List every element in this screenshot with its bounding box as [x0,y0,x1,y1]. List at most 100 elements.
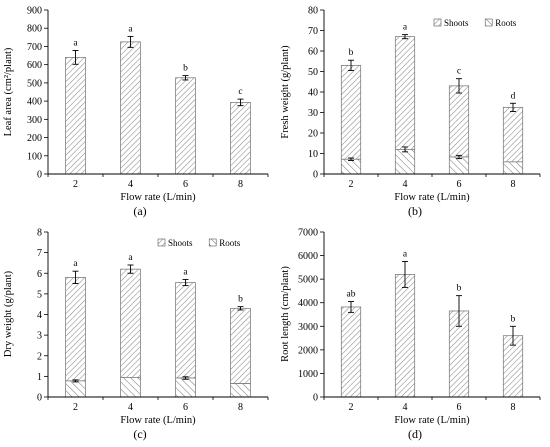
x-tick-label-d-1: 4 [403,402,408,413]
y-tick-label-b-6: 60 [308,47,318,58]
significance-letter-d-3: b [511,314,516,324]
panel-label-c: (c) [133,427,146,441]
y-tick-label-c-5: 5 [37,289,42,300]
x-tick-label-a-1: 4 [128,179,133,190]
y-tick-label-d-6: 6000 [298,251,318,262]
significance-letter-b-1: a [403,23,408,33]
y-tick-label-d-5: 5000 [298,275,318,286]
error-bar-shoots-b-0 [348,59,354,71]
y-tick-label-b-4: 40 [308,88,318,99]
y-tick-label-d-7: 7000 [298,228,318,239]
significance-letter-a-0: a [73,38,78,48]
bar-a-3 [230,102,251,175]
panel-a: 0 100 200 300 400 500 600 700 800 900 a a b c 2 4 6 8 Flow… [3,6,269,218]
y-tick-label-c-7: 7 [37,248,42,259]
x-tick-label-c-2: 6 [183,402,188,413]
error-bar-roots-b-2 [456,154,462,160]
x-tick-label-c-1: 4 [128,402,133,413]
significance-letter-c-2: a [183,267,188,277]
y-tick-label-b-0: 0 [313,170,318,181]
y-tick-label-d-3: 3000 [298,322,318,333]
significance-letter-a-3: c [238,87,242,97]
error-bar-d-3 [510,325,516,346]
bar-roots-c-2 [175,377,196,398]
x-axis-label-b: Flow rate (L/min) [394,192,470,203]
y-tick-label-c-8: 8 [37,228,42,239]
x-axis-label-d: Flow rate (L/min) [394,415,470,426]
bar-a-2 [175,77,196,175]
bar-shoots-b-1 [394,36,416,150]
bar-roots-b-2 [448,156,470,175]
y-tick-label-b-2: 20 [308,129,318,140]
y-tick-label-c-0: 0 [37,393,42,404]
bar-a-1 [120,41,141,175]
y-tick-label-c-3: 3 [37,331,42,342]
bar-shoots-b-0 [340,64,362,160]
legend-label-b-1: Roots [495,18,517,28]
y-tick-label-b-1: 10 [308,149,318,160]
significance-letter-a-1: a [128,24,133,34]
error-bar-shoots-b-1 [402,34,408,40]
legend-label-c-0: Shoots [168,238,193,248]
x-tick-label-b-0: 2 [349,179,354,190]
bar-roots-c-0 [65,380,86,398]
error-bar-shoots-c-1 [127,264,134,274]
legend-swatch-b-0 [433,18,442,27]
y-tick-label-b-3: 30 [308,108,318,119]
significance-letter-b-3: d [511,91,516,101]
x-tick-label-b-3: 8 [511,179,516,190]
y-tick-label-a-8: 800 [27,24,42,35]
error-bar-a-1 [127,35,134,48]
y-tick-label-b-5: 50 [308,67,318,78]
error-bar-roots-c-0 [72,379,79,383]
x-tick-label-a-2: 6 [183,179,188,190]
x-tick-label-a-3: 8 [238,179,243,190]
significance-letter-a-2: b [183,64,188,74]
panel-c: 0 1 2 3 4 5 6 7 8 a a a b 2 4 6 8 Flow rate (L/min) Dry we… [3,228,269,441]
y-tick-label-d-2: 2000 [298,345,318,356]
y-tick-label-a-1: 100 [27,151,42,162]
error-bar-a-2 [182,75,189,81]
y-tick-label-a-6: 600 [27,60,42,71]
y-tick-label-a-2: 200 [27,133,42,144]
error-bar-d-2 [456,295,462,327]
y-axis-label-a: Leaf area (cm²/plant) [3,47,14,136]
x-axis-label-c: Flow rate (L/min) [120,415,196,426]
y-tick-label-b-8: 80 [308,6,318,17]
x-tick-label-b-2: 6 [457,179,462,190]
y-tick-label-d-1: 1000 [298,369,318,380]
y-axis-label-b: Fresh weight (g/plant) [280,45,291,139]
significance-letter-d-0: ab [347,290,356,300]
legend-label-b-0: Shoots [444,18,469,28]
error-bar-shoots-c-0 [72,270,79,285]
error-bar-roots-c-2 [182,376,189,380]
bar-d-0 [340,306,362,398]
x-axis-label-a: Flow rate (L/min) [120,192,196,203]
x-tick-label-a-0: 2 [73,179,78,190]
y-axis-label-d: Root length (cm/plant) [280,266,291,362]
error-bar-d-0 [348,301,354,313]
y-tick-label-b-7: 70 [308,26,318,37]
bar-shoots-c-0 [65,277,86,382]
x-tick-label-c-3: 8 [238,402,243,413]
error-bar-roots-b-1 [402,146,408,153]
panel-b: 0 10 20 30 40 50 60 70 80 b a c d 2 4 6 8 Flow rate (L/mi… [280,6,541,218]
bar-roots-b-3 [502,161,524,175]
significance-letter-b-2: c [457,67,461,77]
y-tick-label-a-9: 900 [27,6,42,17]
error-bar-shoots-b-2 [456,78,462,94]
bar-d-1 [394,274,416,398]
significance-letter-c-0: a [73,259,78,269]
x-tick-label-b-1: 4 [403,179,408,190]
y-tick-label-a-7: 700 [27,42,42,53]
y-tick-label-c-6: 6 [37,269,42,280]
bar-shoots-b-3 [502,107,524,163]
legend-label-c-1: Roots [219,238,241,248]
y-tick-label-a-5: 500 [27,78,42,89]
error-bar-shoots-c-3 [237,306,244,311]
bar-roots-c-1 [120,377,141,398]
error-bar-d-1 [402,261,408,288]
x-tick-label-d-2: 6 [457,402,462,413]
